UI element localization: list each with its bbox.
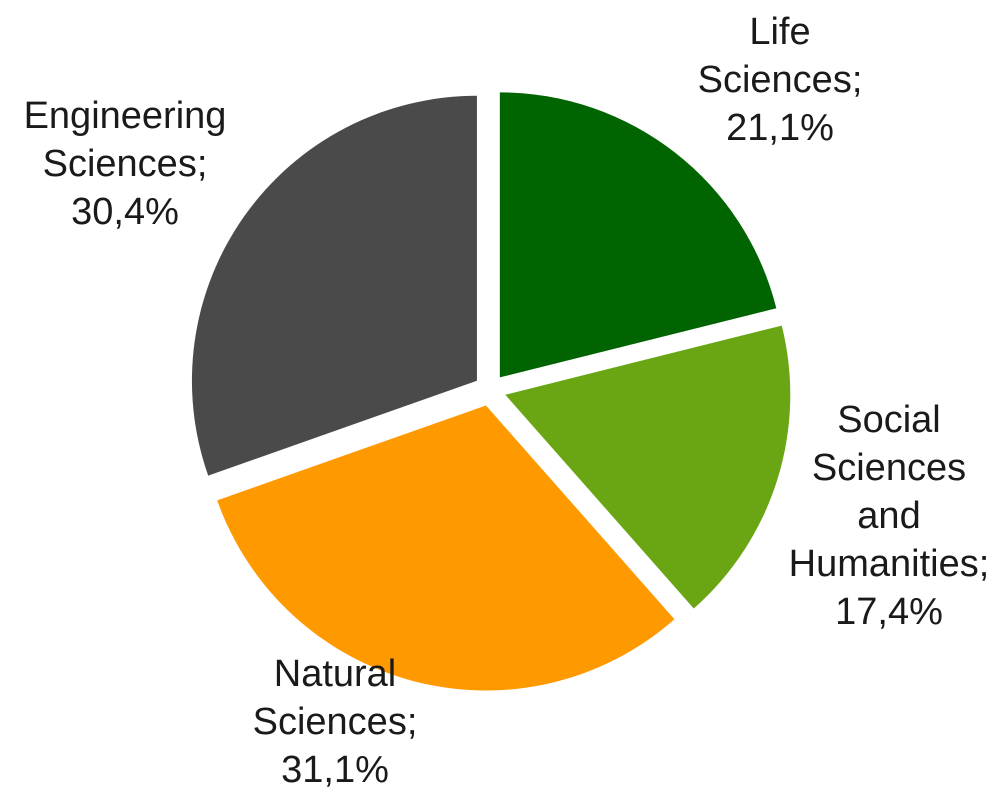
label-social-sciences-line-5: 17,4% [835, 591, 943, 633]
label-engineering-sciences-line-2: Sciences; [42, 143, 208, 185]
label-social-sciences-line-1: Social [837, 399, 941, 441]
label-natural-sciences: Natural Sciences; 31,1% [210, 650, 460, 794]
label-natural-sciences-line-3: 31,1% [281, 749, 389, 791]
label-engineering-sciences-line-1: Engineering [23, 95, 227, 137]
label-social-sciences-line-3: and [857, 495, 921, 537]
label-social-sciences-line-2: Sciences [811, 447, 967, 489]
slice-engineering-sciences [191, 95, 477, 476]
slice-life-sciences [499, 92, 777, 378]
label-life-sciences-line-1: Life [749, 11, 811, 53]
label-engineering-sciences-line-3: 30,4% [71, 191, 179, 233]
slice-social-sciences [505, 325, 791, 609]
label-natural-sciences-line-1: Natural [273, 653, 397, 695]
label-natural-sciences-line-2: Sciences; [252, 701, 418, 743]
label-life-sciences-line-3: 21,1% [726, 107, 834, 149]
label-engineering-sciences: Engineering Sciences; 30,4% [0, 92, 250, 236]
label-social-sciences-line-4: Humanities; [788, 543, 990, 585]
label-social-sciences: Social Sciences and Humanities; 17,4% [776, 396, 1002, 636]
slice-natural-sciences [217, 405, 675, 691]
label-life-sciences: Life Sciences; 21,1% [660, 8, 900, 152]
label-life-sciences-line-2: Sciences; [697, 59, 863, 101]
